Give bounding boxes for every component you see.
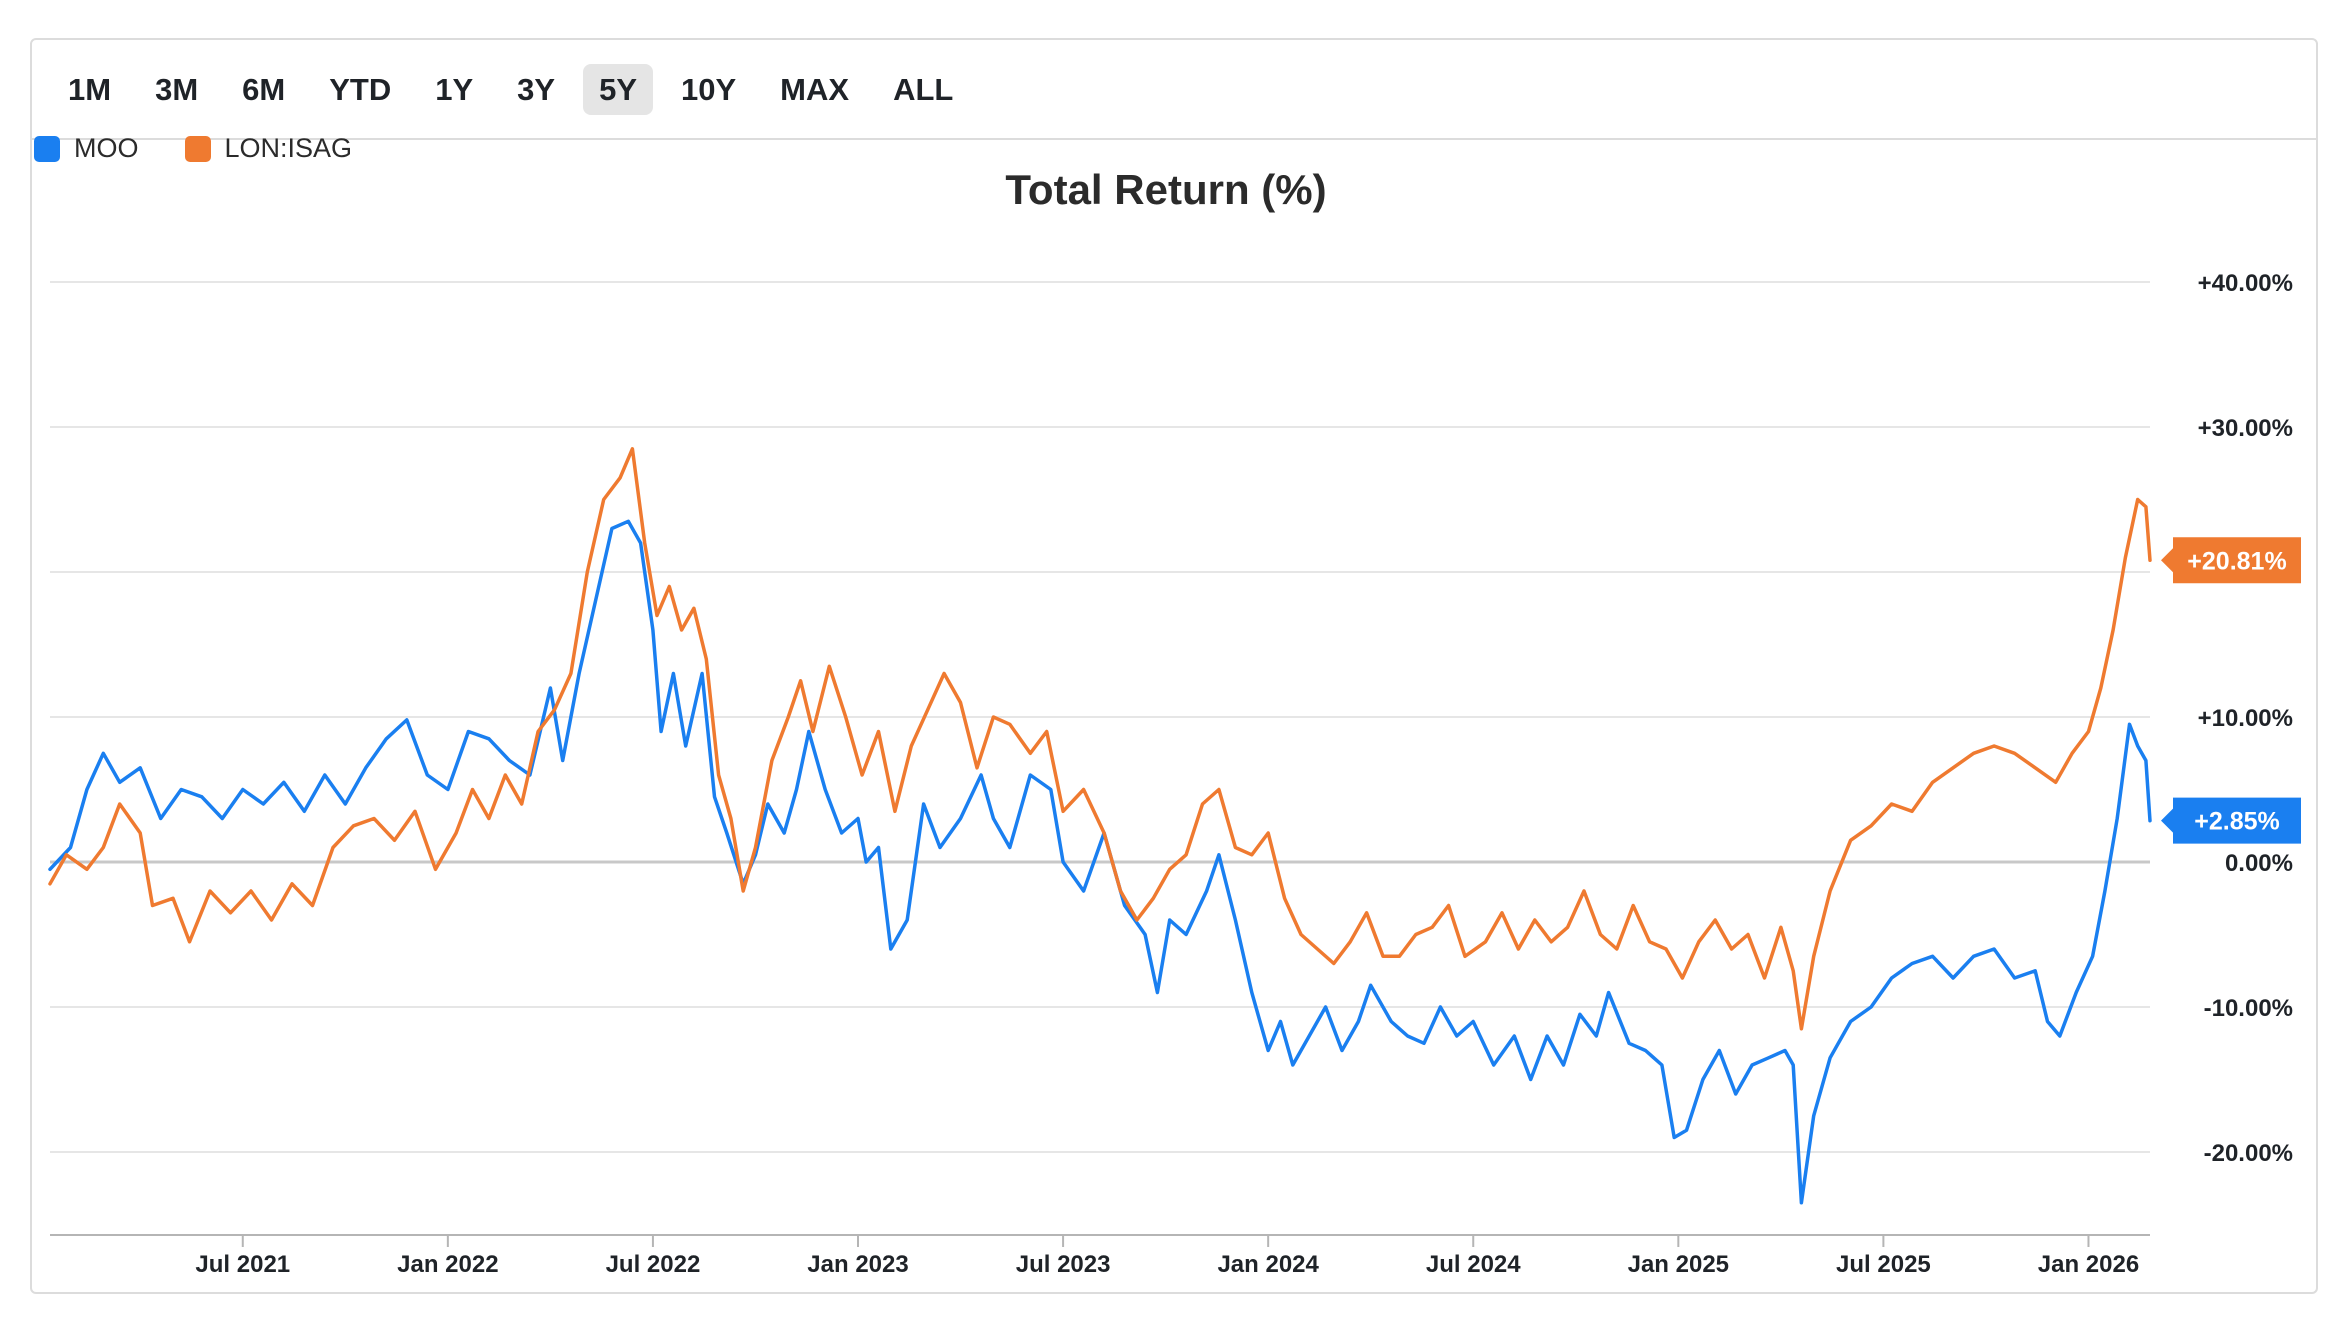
range-button-1y[interactable]: 1Y bbox=[435, 71, 474, 107]
x-tick-label: Jan 2026 bbox=[2038, 1251, 2139, 1278]
legend-label-moo: MOO bbox=[74, 133, 139, 163]
y-tick-label: +40.00% bbox=[2198, 270, 2293, 297]
chart-frame: 1M 3M 6M YTD 1Y 3Y 5Y 10Y MAX ALL bbox=[30, 38, 2318, 1294]
range-button-all[interactable]: ALL bbox=[893, 71, 954, 107]
chart-title: Total Return (%) bbox=[1005, 166, 1327, 213]
end-value-badge-moo bbox=[2161, 797, 2301, 844]
legend-label-isag: LON:ISAG bbox=[224, 133, 353, 163]
series-line-moo bbox=[48, 519, 2152, 1205]
legend-item-moo[interactable]: MOO bbox=[34, 133, 139, 164]
x-tick-label: Jul 2023 bbox=[1016, 1251, 1111, 1278]
x-tick-label: Jan 2023 bbox=[807, 1251, 908, 1278]
range-button-3y[interactable]: 3Y bbox=[517, 71, 556, 107]
range-button-ytd[interactable]: YTD bbox=[329, 71, 392, 107]
y-tick-label: -20.00% bbox=[2204, 1140, 2293, 1167]
range-button-max[interactable]: MAX bbox=[780, 71, 850, 107]
range-button-3m[interactable]: 3M bbox=[155, 71, 199, 107]
range-button-5y[interactable]: 5Y bbox=[583, 63, 653, 115]
range-button-10y[interactable]: 10Y bbox=[681, 71, 737, 107]
legend-item-isag[interactable]: LON:ISAG bbox=[184, 133, 353, 164]
range-toolbar: 1M 3M 6M YTD 1Y 3Y 5Y 10Y MAX ALL bbox=[32, 40, 2316, 140]
x-tick-label: Jan 2025 bbox=[1628, 1251, 1729, 1278]
y-tick-label: -10.00% bbox=[2204, 995, 2293, 1022]
legend-swatch-moo bbox=[34, 135, 60, 162]
x-tick-label: Jan 2024 bbox=[1217, 1251, 1319, 1278]
x-tick-label: Jul 2025 bbox=[1836, 1251, 1931, 1278]
x-tick-label: Jan 2022 bbox=[397, 1251, 498, 1278]
y-tick-label: +10.00% bbox=[2198, 705, 2293, 732]
range-button-6m[interactable]: 6M bbox=[242, 71, 286, 107]
x-tick-label: Jul 2021 bbox=[195, 1251, 290, 1278]
x-tick-label: Jul 2022 bbox=[606, 1251, 701, 1278]
end-value-badge-isag bbox=[2161, 537, 2301, 584]
range-button-1m[interactable]: 1M bbox=[68, 71, 112, 107]
y-tick-label: 0.00% bbox=[2225, 850, 2293, 877]
series-line-isag bbox=[48, 447, 2152, 1031]
end-value-label-isag: +20.81% bbox=[2187, 547, 2286, 575]
chart-legend: MOO LON:ISAG bbox=[34, 133, 352, 164]
legend-swatch-isag bbox=[184, 135, 211, 162]
x-tick-label: Jul 2024 bbox=[1426, 1251, 1521, 1278]
end-value-label-moo: +2.85% bbox=[2194, 808, 2280, 836]
y-tick-label: +30.00% bbox=[2198, 415, 2293, 442]
